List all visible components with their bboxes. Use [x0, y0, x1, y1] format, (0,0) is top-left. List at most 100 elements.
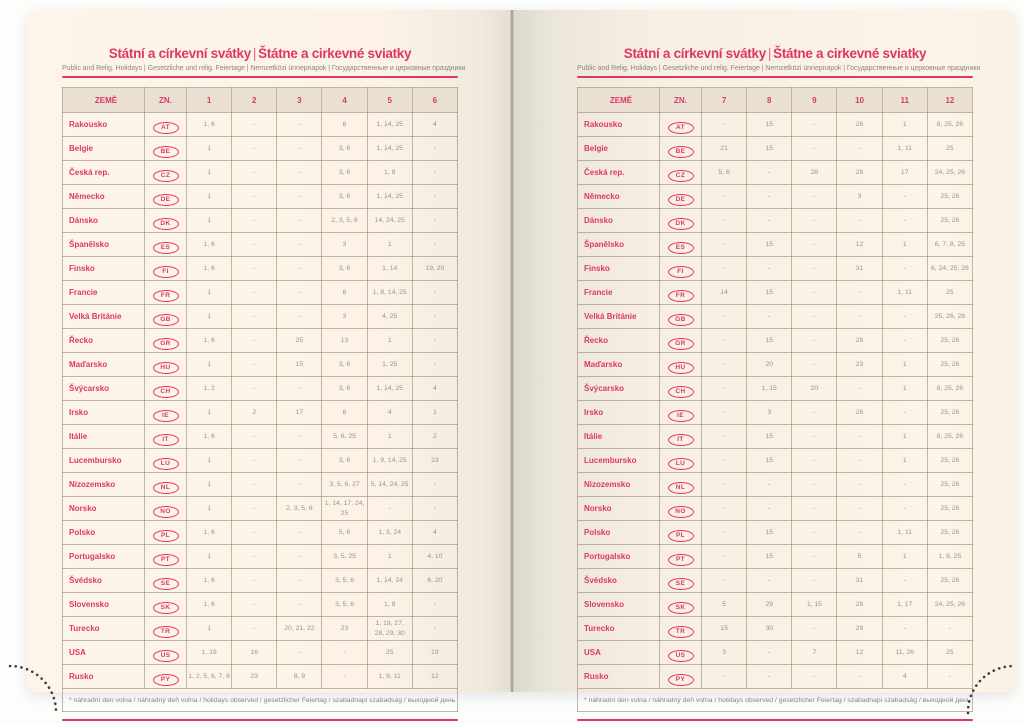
holiday-days-cell: -: [411, 496, 459, 521]
country-name: Švýcarsko: [62, 376, 145, 401]
holiday-days-cell: -: [411, 160, 459, 185]
country-code-badge: US: [152, 649, 179, 662]
holiday-days-cell: -: [231, 136, 278, 161]
country-name: Norsko: [577, 496, 660, 521]
holiday-days-cell: -: [700, 352, 748, 377]
country-name: Německo: [62, 184, 145, 209]
holiday-days-cell: -: [231, 304, 278, 329]
country-code-cell: DK: [144, 208, 187, 233]
holiday-days-cell: -: [411, 280, 459, 305]
holiday-days-cell: 4, 10: [411, 544, 459, 569]
right-page-months-7-12: Státní a církevní svátky | Štátne a cirkev…: [512, 10, 1015, 721]
page-subtitle: Public and Relig. Holidays | Gesetzliche…: [62, 65, 466, 72]
country-name: Velká Británie: [62, 304, 145, 329]
table-row: Itálie IT 1, 6- -5, 6, 25 1 2: [62, 424, 459, 449]
holiday-days-cell: 28: [836, 592, 883, 617]
country-name: Rakousko: [577, 112, 660, 137]
holiday-days-cell: 12: [411, 664, 459, 689]
holiday-days-cell: -: [700, 424, 748, 449]
holiday-days-cell: 26: [836, 400, 883, 425]
country-code-cell: PY: [659, 664, 702, 689]
holiday-days-cell: 1: [185, 160, 233, 185]
holiday-days-cell: 1, 2: [185, 376, 233, 401]
country-name: Dánsko: [577, 208, 660, 233]
holiday-days-cell: -: [791, 424, 838, 449]
holiday-days-cell: 1, 17: [881, 592, 928, 617]
table-row: Česká rep. CZ 5, 6-28 28 17 24, 25, 26: [577, 160, 974, 185]
holiday-days-cell: -: [791, 328, 838, 353]
holiday-days-cell: -: [791, 184, 838, 209]
holiday-days-cell: 1, 19: [185, 640, 233, 665]
country-code-cell: FR: [144, 280, 187, 305]
country-name: Rakousko: [62, 112, 145, 137]
holiday-days-cell: 12: [836, 640, 883, 665]
holiday-days-cell: 1: [881, 448, 928, 473]
country-code-badge: DK: [152, 217, 179, 230]
table-header-row: ZEMĚ ZN. 1 2 3 4 5 6: [62, 87, 459, 113]
holiday-days-cell: 1, 11: [881, 280, 928, 305]
table-row: Švýcarsko CH -1, 15 20-1 8, 25, 26: [577, 376, 974, 401]
holiday-days-cell: -: [276, 544, 323, 569]
country-name: Norsko: [62, 496, 145, 521]
holiday-days-cell: 1: [881, 376, 928, 401]
table-row: Turecko TR 15 30-29- -: [577, 616, 974, 641]
country-code-cell: NL: [659, 472, 702, 497]
country-code-badge: HU: [667, 361, 694, 374]
holiday-days-cell: -: [231, 424, 278, 449]
holiday-days-cell: -: [276, 160, 323, 185]
holiday-days-cell: 6: [321, 280, 368, 305]
holiday-days-cell: 15: [746, 520, 793, 545]
holiday-days-cell: -: [746, 208, 793, 233]
holiday-days-cell: -: [276, 304, 323, 329]
holiday-days-cell: 6: [321, 400, 368, 425]
country-name: USA: [577, 640, 660, 665]
country-code-badge: PY: [152, 673, 179, 686]
left-page-months-1-6: Státní a církevní svátky | Štátne a cirkev…: [27, 10, 512, 721]
country-code-badge: NL: [152, 481, 179, 494]
holiday-days-cell: 25: [926, 136, 974, 161]
country-code-badge: IE: [667, 409, 694, 422]
table-row: Řecko GR -15-28-25, 26: [577, 328, 974, 353]
country-name: Nizozemsko: [577, 472, 660, 497]
holiday-days-cell: 17: [881, 160, 928, 185]
holiday-days-cell: 25, 26: [926, 352, 974, 377]
header-rule: [62, 76, 458, 78]
country-code-cell: FR: [659, 280, 702, 305]
holiday-days-cell: -: [746, 256, 793, 281]
country-column-header: ZEMĚ: [577, 87, 660, 113]
country-code-cell: IT: [659, 424, 702, 449]
holiday-days-cell: -: [700, 664, 748, 689]
holiday-days-cell: -: [411, 232, 459, 257]
footnote-row: * náhradní den volna / náhradný deň voľn…: [577, 688, 973, 712]
holiday-days-cell: 1, 2, 5, 6, 7, 8: [185, 664, 233, 689]
country-code-cell: US: [144, 640, 187, 665]
holiday-days-cell: 25, 26, 28: [926, 304, 974, 329]
country-name: Německo: [577, 184, 660, 209]
holiday-days-cell: -: [276, 640, 323, 665]
holiday-days-cell: 14: [700, 280, 748, 305]
holiday-days-cell: 3, 6: [321, 160, 368, 185]
holiday-days-cell: -: [700, 376, 748, 401]
holiday-days-cell: -: [791, 544, 838, 569]
holiday-days-cell: -: [746, 160, 793, 185]
holiday-days-cell: -: [276, 472, 323, 497]
holiday-days-cell: 15: [746, 448, 793, 473]
holiday-days-cell: 1, 14, 24: [366, 568, 413, 593]
holiday-days-cell: 25: [926, 280, 974, 305]
country-code-cell: GB: [144, 304, 187, 329]
country-code-badge: GR: [667, 337, 694, 350]
holiday-days-cell: 1: [185, 280, 233, 305]
country-code-cell: PY: [144, 664, 187, 689]
holiday-days-cell: -: [836, 424, 883, 449]
page-title: Státní a církevní svátky | Štátne a cirkev…: [62, 46, 458, 61]
holiday-days-cell: -: [276, 376, 323, 401]
holiday-days-cell: 15: [746, 136, 793, 161]
holiday-days-cell: -: [276, 592, 323, 617]
country-name: Švýcarsko: [577, 376, 660, 401]
table-row: Portugalsko PT -15-5 1 1, 8, 25: [577, 544, 974, 569]
holiday-days-cell: -: [791, 256, 838, 281]
holiday-days-cell: -: [700, 232, 748, 257]
title-divider: |: [252, 46, 257, 61]
holiday-days-cell: 1: [185, 136, 233, 161]
holiday-days-cell: -: [700, 400, 748, 425]
